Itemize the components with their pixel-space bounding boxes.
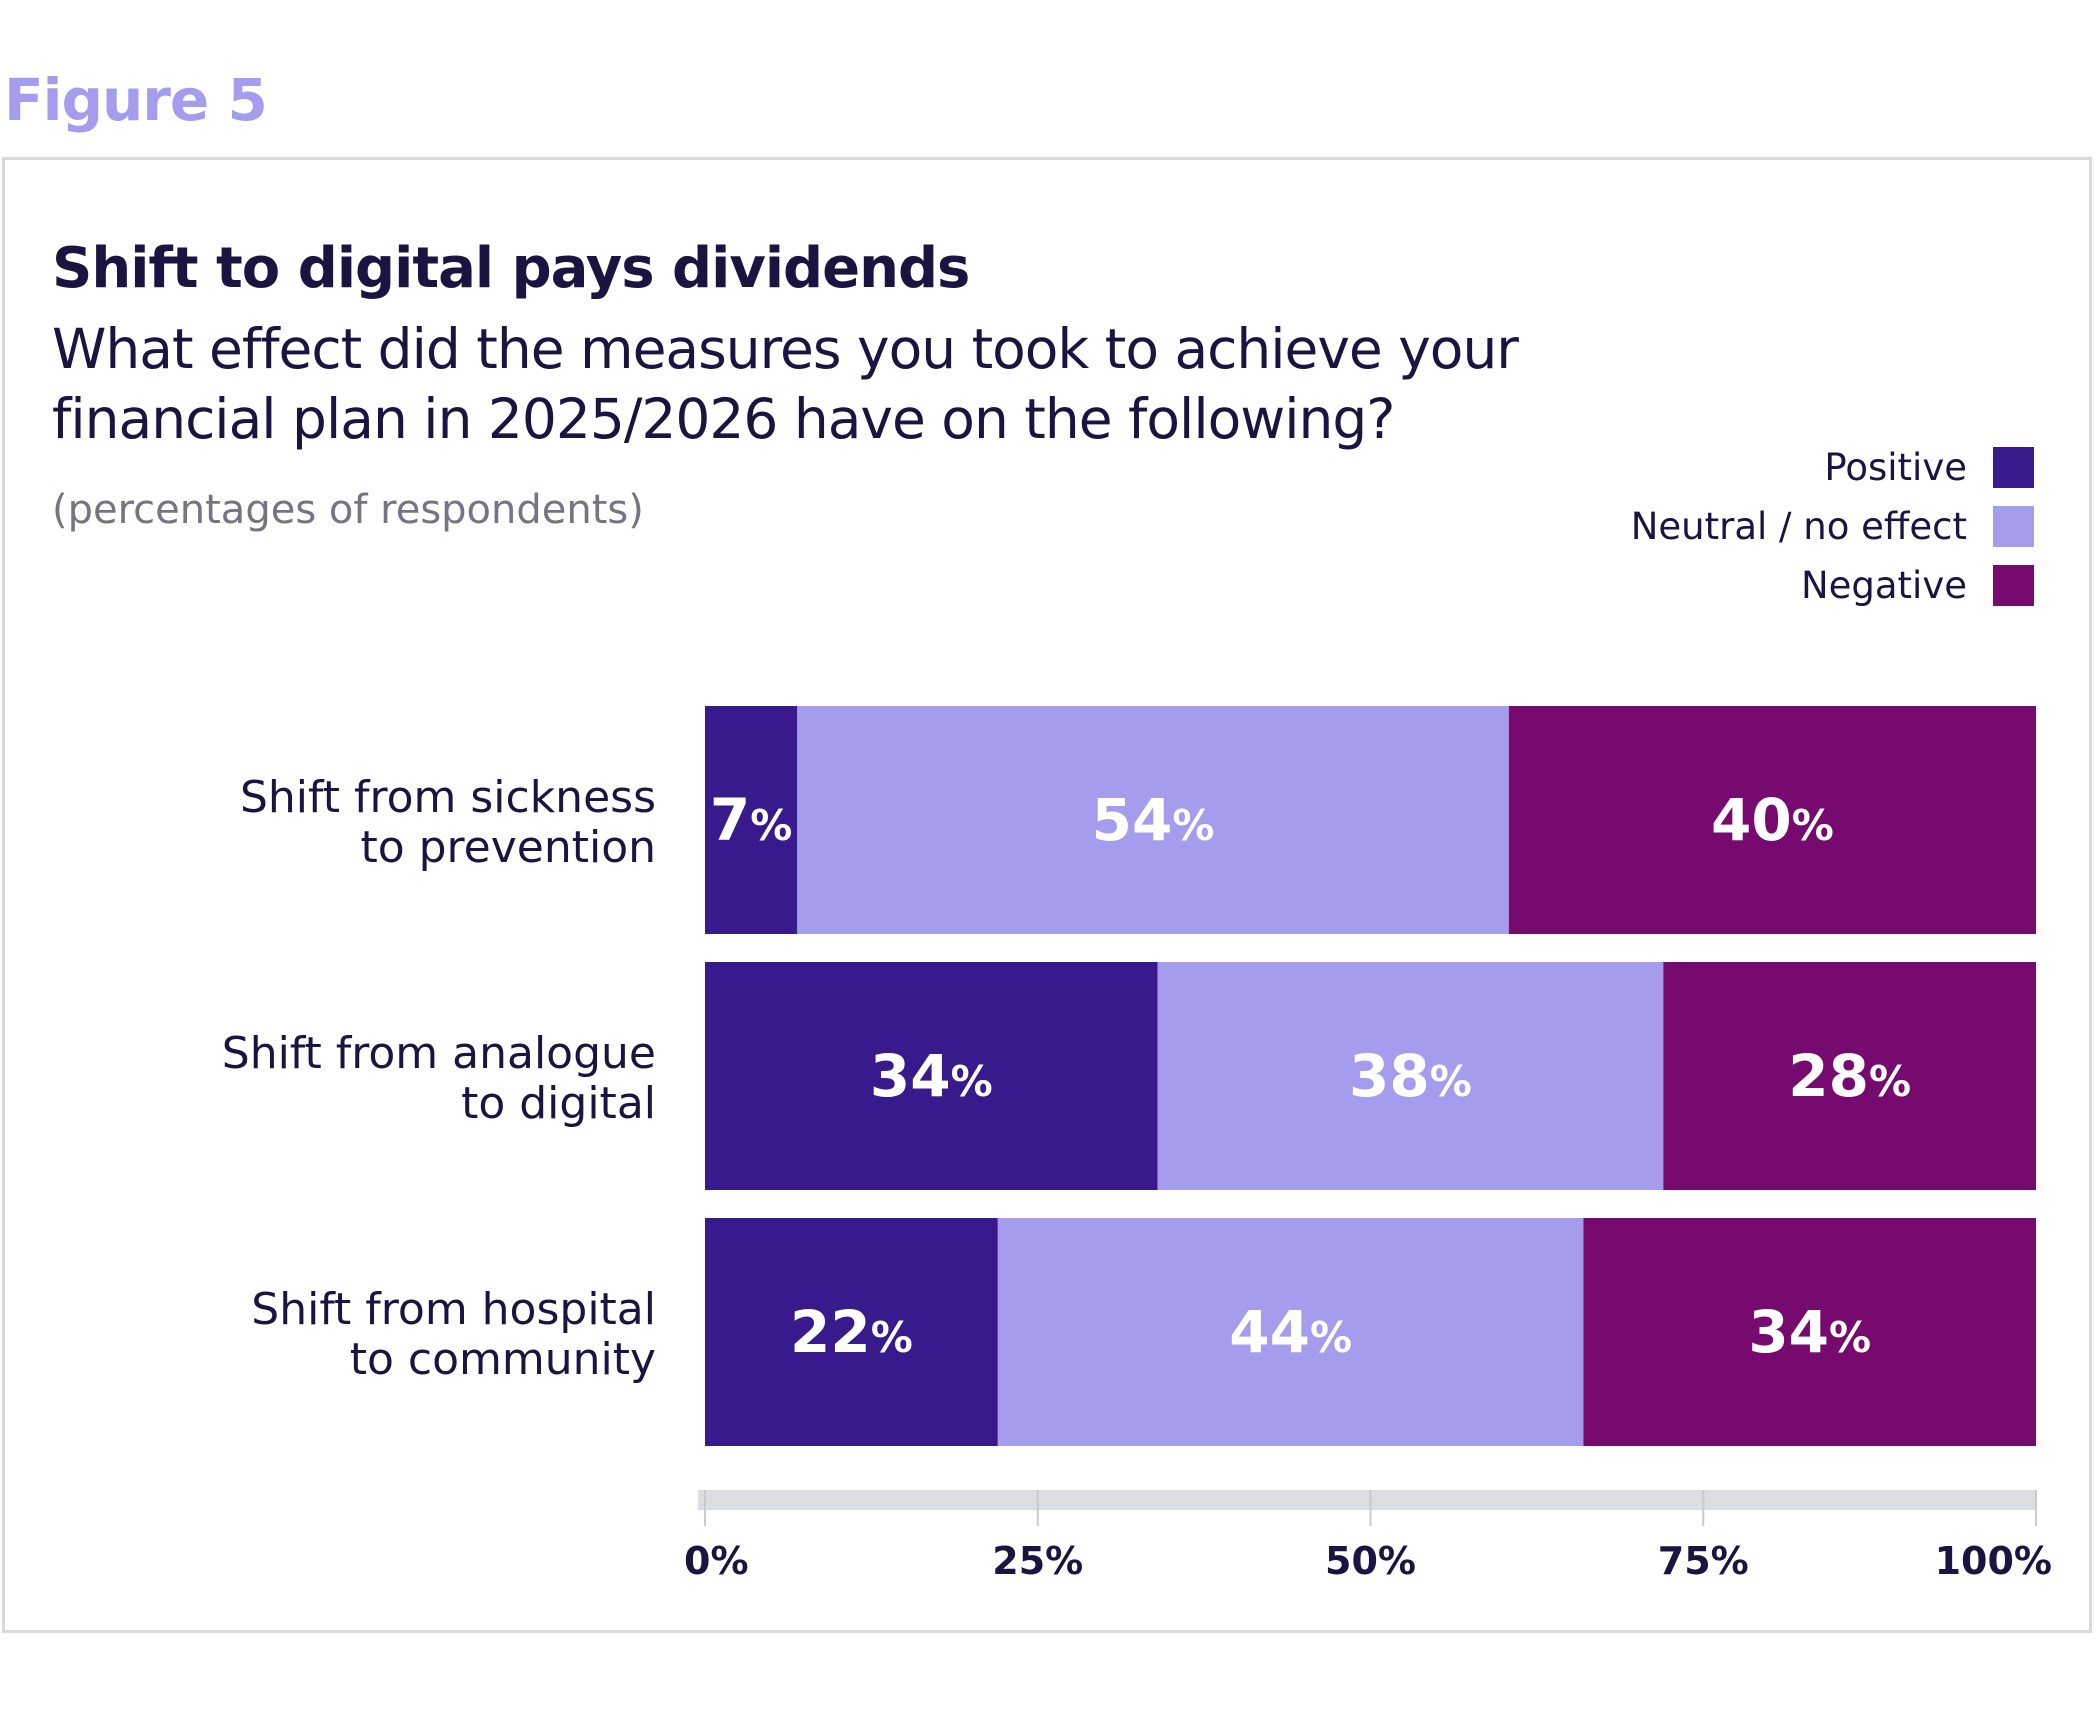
data-label: 38% xyxy=(1349,1042,1472,1110)
data-label: 34% xyxy=(1748,1298,1871,1366)
bar-segment xyxy=(797,706,1509,934)
data-label: 28% xyxy=(1788,1042,1911,1110)
legend-swatch-negative xyxy=(1993,565,2034,606)
legend-item-neutral: Neutral / no effect xyxy=(1631,497,2034,556)
data-label: 40% xyxy=(1711,786,1834,854)
legend: Positive Neutral / no effect Negative xyxy=(1631,438,2034,615)
data-label: 44% xyxy=(1229,1298,1352,1366)
chart-note: (percentages of respondents) xyxy=(52,487,644,533)
legend-label-negative: Negative xyxy=(1800,564,1967,607)
chart-frame xyxy=(2,157,2092,1633)
data-label: 34% xyxy=(870,1042,993,1110)
x-tick-label: 25% xyxy=(992,1539,1083,1583)
figure-label: Figure 5 xyxy=(4,66,268,134)
category-label: Shift from hospital to community xyxy=(251,1284,656,1385)
data-label: 22% xyxy=(790,1298,913,1366)
x-tick-label: 0% xyxy=(684,1539,749,1583)
bar-segment xyxy=(1583,1218,2036,1446)
category-label: Shift from sickness to prevention xyxy=(240,772,656,873)
bar-segment xyxy=(705,706,798,934)
legend-swatch-positive xyxy=(1993,447,2034,488)
bar-segment xyxy=(705,962,1158,1190)
x-tick-label: 75% xyxy=(1658,1539,1749,1583)
legend-item-positive: Positive xyxy=(1631,438,2034,497)
x-axis-band xyxy=(698,1490,2036,1510)
chart-subtitle: What effect did the measures you took to… xyxy=(52,317,1519,451)
legend-item-negative: Negative xyxy=(1631,556,2034,615)
x-tick-label: 100% xyxy=(1935,1539,2052,1583)
bar-segment xyxy=(1663,962,2036,1190)
category-label: Shift from analogue to digital xyxy=(222,1028,656,1129)
legend-label-neutral: Neutral / no effect xyxy=(1630,505,1967,548)
x-tick-label: 50% xyxy=(1325,1539,1416,1583)
data-label: 54% xyxy=(1092,786,1215,854)
bar-segment xyxy=(1508,706,2036,934)
data-label: 7% xyxy=(710,786,792,854)
bar-segment xyxy=(1157,962,1664,1190)
chart-title: Shift to digital pays dividends xyxy=(52,236,970,301)
bar-segment xyxy=(705,1218,998,1446)
legend-swatch-neutral xyxy=(1993,506,2034,547)
bar-segment xyxy=(997,1218,1584,1446)
legend-label-positive: Positive xyxy=(1824,446,1967,489)
